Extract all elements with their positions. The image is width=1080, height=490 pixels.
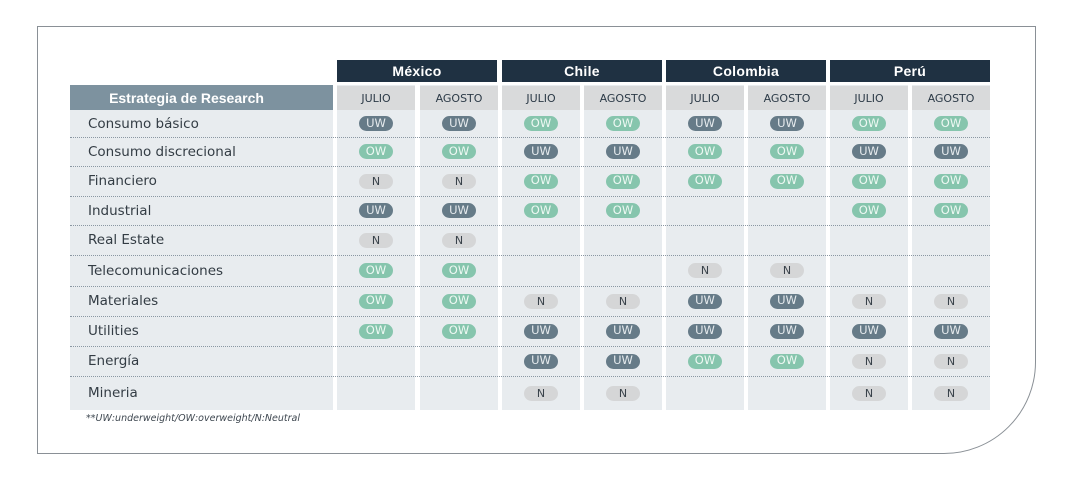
sector-label: Industrial: [88, 202, 152, 219]
rating-badge: N: [852, 385, 886, 401]
sector-column-background: [70, 110, 333, 410]
row-divider: [70, 376, 990, 377]
rating-badge: UW: [359, 116, 393, 131]
sector-label: Consumo básico: [88, 115, 199, 132]
country-header: Chile: [502, 60, 662, 82]
rating-badge: OW: [770, 144, 804, 159]
rating-badge: UW: [934, 144, 968, 159]
sector-label: Utilities: [88, 323, 139, 339]
rating-badge: OW: [524, 203, 558, 218]
rating-badge: UW: [524, 353, 558, 369]
rating-badge: OW: [852, 173, 886, 189]
country-header: Colombia: [666, 60, 826, 82]
rating-badge: OW: [442, 144, 476, 159]
rating-badge: UW: [852, 323, 886, 339]
rating-badge: OW: [359, 293, 393, 309]
rating-badge: OW: [688, 353, 722, 369]
rating-badge: N: [524, 293, 558, 309]
rating-badge: OW: [524, 116, 558, 131]
rating-column-background: [420, 85, 498, 410]
rating-badge: UW: [606, 323, 640, 339]
rating-badge: OW: [359, 263, 393, 278]
rating-badge: OW: [442, 323, 476, 339]
rating-badge: N: [934, 353, 968, 369]
rating-badge: OW: [359, 144, 393, 159]
rating-badge: N: [852, 293, 886, 309]
rating-badge: UW: [688, 323, 722, 339]
sector-label: Telecomunicaciones: [88, 262, 224, 279]
country-header: Perú: [830, 60, 990, 82]
row-divider: [70, 196, 990, 197]
month-header: AGOSTO: [584, 86, 662, 110]
rating-badge: OW: [852, 203, 886, 218]
rating-badge: N: [606, 385, 640, 401]
month-header: JULIO: [337, 86, 415, 110]
rating-badge: UW: [359, 203, 393, 218]
rating-badge: UW: [442, 203, 476, 218]
rating-badge: OW: [606, 116, 640, 131]
row-divider: [70, 316, 990, 317]
rating-badge: N: [606, 293, 640, 309]
rating-badge: UW: [524, 323, 558, 339]
month-header: JULIO: [830, 86, 908, 110]
rating-badge: OW: [688, 173, 722, 189]
month-header: AGOSTO: [912, 86, 990, 110]
row-divider: [70, 137, 990, 138]
row-divider: [70, 225, 990, 226]
row-divider: [70, 255, 990, 256]
rating-badge: OW: [606, 203, 640, 218]
rating-badge: OW: [934, 116, 968, 131]
rating-badge: OW: [606, 173, 640, 189]
rating-badge: OW: [934, 203, 968, 218]
rating-badge: OW: [442, 293, 476, 309]
rating-badge: UW: [770, 293, 804, 309]
rating-badge: N: [359, 232, 393, 248]
rating-badge: OW: [524, 173, 558, 189]
rating-badge: UW: [524, 144, 558, 159]
rating-badge: OW: [934, 173, 968, 189]
rating-column-background: [337, 85, 415, 410]
rating-badge: N: [688, 263, 722, 278]
rating-badge: N: [442, 173, 476, 189]
rating-badge: UW: [852, 144, 886, 159]
sector-label: Real Estate: [88, 232, 165, 248]
rating-badge: OW: [770, 353, 804, 369]
month-header: JULIO: [502, 86, 580, 110]
rating-badge: OW: [442, 263, 476, 278]
rating-badge: N: [442, 232, 476, 248]
sector-label: Energía: [88, 353, 140, 369]
rating-badge: UW: [934, 323, 968, 339]
footnote: **UW:underweight/OW:overweight/N:Neutral: [86, 413, 300, 424]
rating-badge: OW: [852, 116, 886, 131]
rating-badge: UW: [770, 323, 804, 339]
sector-label: Financiero: [88, 173, 157, 189]
rating-badge: UW: [688, 293, 722, 309]
rating-badge: UW: [770, 116, 804, 131]
rating-badge: OW: [688, 144, 722, 159]
rating-badge: N: [770, 263, 804, 278]
rating-badge: N: [934, 293, 968, 309]
rating-badge: UW: [606, 144, 640, 159]
sector-label: Mineria: [88, 385, 138, 401]
rating-badge: OW: [359, 323, 393, 339]
country-header: México: [337, 60, 497, 82]
rating-badge: UW: [688, 116, 722, 131]
rating-badge: UW: [606, 353, 640, 369]
rating-badge: OW: [770, 173, 804, 189]
row-divider: [70, 286, 990, 287]
rating-badge: N: [359, 173, 393, 189]
row-divider: [70, 346, 990, 347]
row-divider: [70, 166, 990, 167]
sector-label: Materiales: [88, 293, 159, 309]
month-header: AGOSTO: [748, 86, 826, 110]
rating-badge: UW: [442, 116, 476, 131]
month-header: JULIO: [666, 86, 744, 110]
rating-badge: N: [524, 385, 558, 401]
table-header-label: Estrategia de Research: [70, 85, 333, 110]
rating-badge: N: [852, 353, 886, 369]
sector-label: Consumo discrecional: [88, 143, 236, 160]
rating-badge: N: [934, 385, 968, 401]
month-header: AGOSTO: [420, 86, 498, 110]
